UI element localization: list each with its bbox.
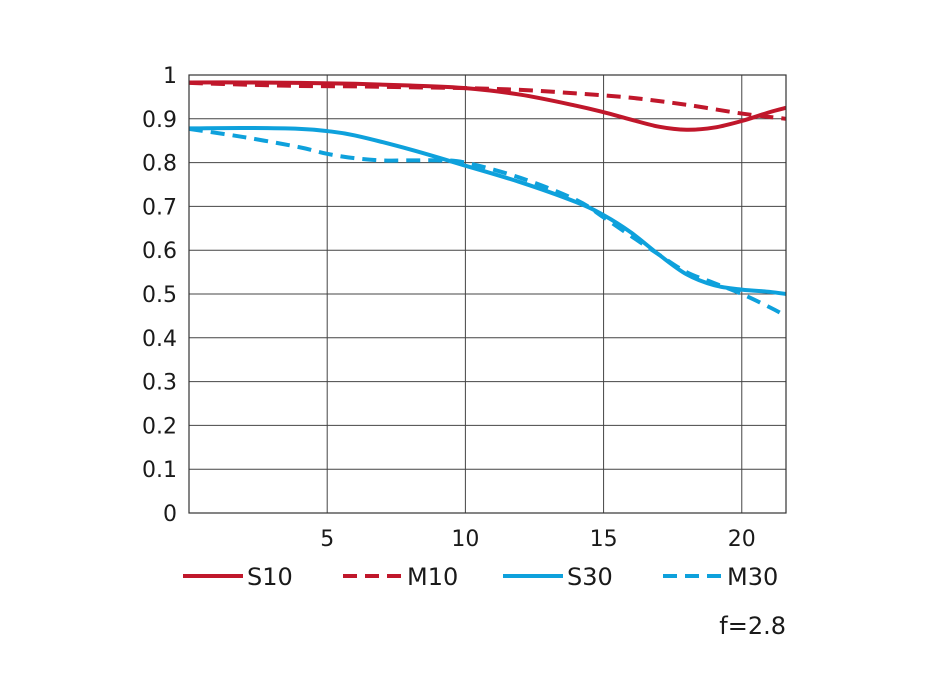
- legend-label-m30: M30: [727, 563, 778, 591]
- series-line-m10: [188, 80, 787, 121]
- y-tick-label: 0.9: [142, 108, 177, 133]
- y-tick-label: 0.5: [142, 283, 177, 308]
- y-tick-label: 0.7: [142, 195, 177, 220]
- y-tick-label: 0.4: [142, 327, 177, 352]
- chart-series-lines: [188, 80, 787, 318]
- aperture-note: f=2.8: [719, 612, 786, 640]
- series-line-s30: [188, 125, 787, 296]
- y-tick-label: 0.1: [142, 458, 177, 483]
- y-tick-label: 0.8: [142, 152, 177, 177]
- y-tick-label: 0.3: [142, 371, 177, 396]
- y-axis-ticks: 0 0.1 0.2 0.3 0.4 0.5 0.6 0.7 0.8 0.9 1: [142, 64, 177, 527]
- x-tick-label: 5: [320, 527, 334, 552]
- y-tick-label: 1: [163, 64, 177, 89]
- series-line-s10: [188, 80, 787, 132]
- x-axis-ticks: 5 10 15 20: [320, 527, 756, 552]
- chart-legend: S10 M10 S30 M30: [183, 563, 778, 591]
- chart-grid: [189, 74, 786, 514]
- legend-label-s10: S10: [247, 563, 293, 591]
- x-tick-label: 15: [590, 527, 618, 552]
- y-tick-label: 0.6: [142, 239, 177, 264]
- plot-frame: [188, 74, 787, 514]
- legend-label-m10: M10: [407, 563, 458, 591]
- series-line-m30: [188, 126, 787, 318]
- y-tick-label: 0.2: [142, 414, 177, 439]
- x-tick-label: 20: [728, 527, 756, 552]
- y-tick-label: 0: [163, 502, 177, 527]
- x-tick-label: 10: [451, 527, 479, 552]
- legend-label-s30: S30: [567, 563, 613, 591]
